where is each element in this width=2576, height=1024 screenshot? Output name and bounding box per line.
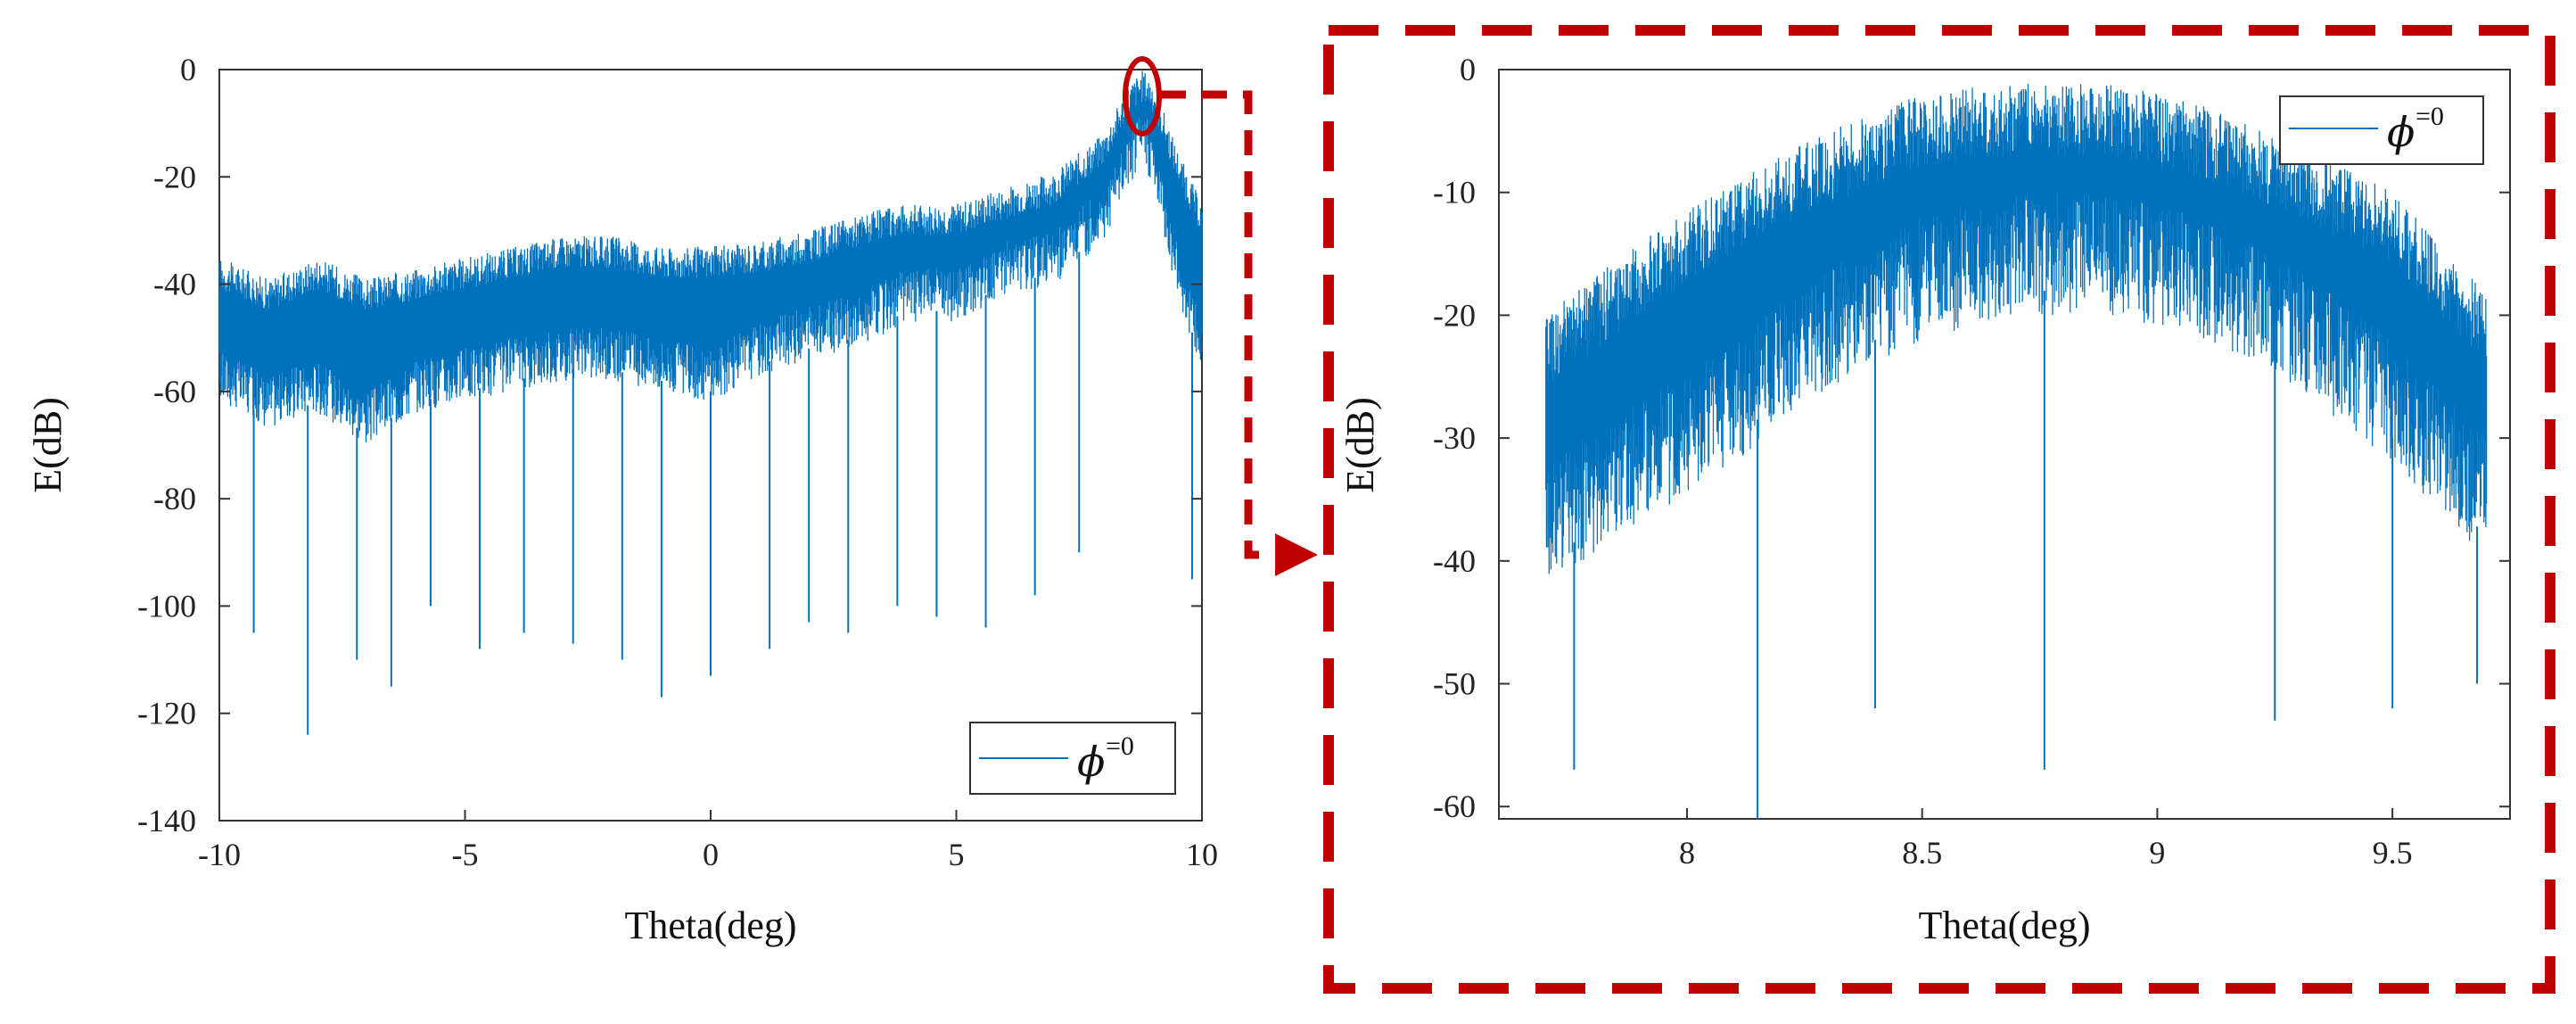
legend-label-left: =0 [1106, 731, 1134, 761]
y-tick-label-left-1: -20 [153, 159, 196, 194]
y-tick-label-right-3: -30 [1433, 420, 1476, 456]
y-tick-label-left-3: -60 [153, 374, 196, 409]
y-tick-label-left-7: -140 [137, 803, 196, 838]
y-tick-label-right-5: -50 [1433, 666, 1476, 702]
x-tick-label-right-1: 8.5 [1902, 835, 1942, 871]
x-tick-label-left-0: -10 [198, 837, 241, 872]
legend-right: ϕ =0 [2279, 95, 2484, 165]
x-tick-label-left-4: 10 [1186, 837, 1218, 872]
x-tick-label-left-1: -5 [452, 837, 479, 872]
x-ticks-right: 8 8.5 9 9.5 [1679, 808, 2413, 871]
x-tick-label-left-3: 5 [949, 837, 965, 872]
legend-label-right: =0 [2416, 102, 2444, 131]
y-tick-label-right-0: 0 [1460, 52, 1476, 87]
y-tick-label-left-6: -120 [137, 696, 196, 731]
legend-symbol-left: ϕ [1077, 738, 1105, 786]
x-axis-label-right: Theta(deg) [1919, 904, 2091, 947]
y-tick-label-right-6: -60 [1433, 789, 1476, 824]
chart-overview: -10 -5 0 5 10 0 -20 -40 -60 -80 -100 -120 -140 Thet… [26, 52, 1218, 947]
y-axis-label-left: E(dB) [26, 397, 70, 493]
legend-box-right [2279, 95, 2484, 165]
x-ticks-left: -10 -5 0 5 10 [198, 810, 1218, 872]
y-axis-label-right: E(dB) [1338, 397, 1382, 493]
zoom-connector-arrowhead [1275, 533, 1318, 576]
chart-zoom: 8 8.5 9 9.5 0-10-20-30-40-50-60 Theta(deg) … [1323, 25, 2555, 994]
x-tick-label-right-0: 8 [1679, 835, 1695, 871]
x-tick-label-left-2: 0 [703, 837, 719, 872]
zoom-frame [1323, 25, 2555, 994]
y-ticks-right: 0 -10 -20 -30 -40 -50 -60 [1433, 52, 2510, 824]
y-tick-label-left-5: -100 [137, 588, 196, 623]
series-phi0-right [1545, 83, 2488, 819]
zoom-connector [1161, 90, 1318, 576]
legend-symbol-right: ϕ [2387, 108, 2415, 156]
legend-left: ϕ =0 [969, 722, 1176, 795]
y-tick-label-right-1: -10 [1433, 175, 1476, 211]
y-ticks-left: 0 -20 -40 -60 -80 -100 -120 -140 [137, 52, 1202, 838]
zoom-connector-line [1161, 90, 1284, 559]
series-phi0-left [218, 70, 1203, 735]
y-tick-label-right-2: -20 [1433, 297, 1476, 333]
y-tick-label-left-2: -40 [153, 267, 196, 302]
y-tick-label-right-4: -40 [1433, 543, 1476, 579]
series-band-right [1545, 83, 2488, 574]
y-tick-label-left-0: 0 [180, 52, 196, 87]
x-tick-label-right-2: 9 [2149, 835, 2165, 871]
series-band-left [218, 70, 1203, 443]
zoom-highlight-ellipse [1123, 56, 1162, 136]
x-tick-label-right-3: 9.5 [2373, 835, 2413, 871]
x-axis-label-left: Theta(deg) [625, 904, 797, 947]
y-tick-label-left-4: -80 [153, 481, 196, 516]
